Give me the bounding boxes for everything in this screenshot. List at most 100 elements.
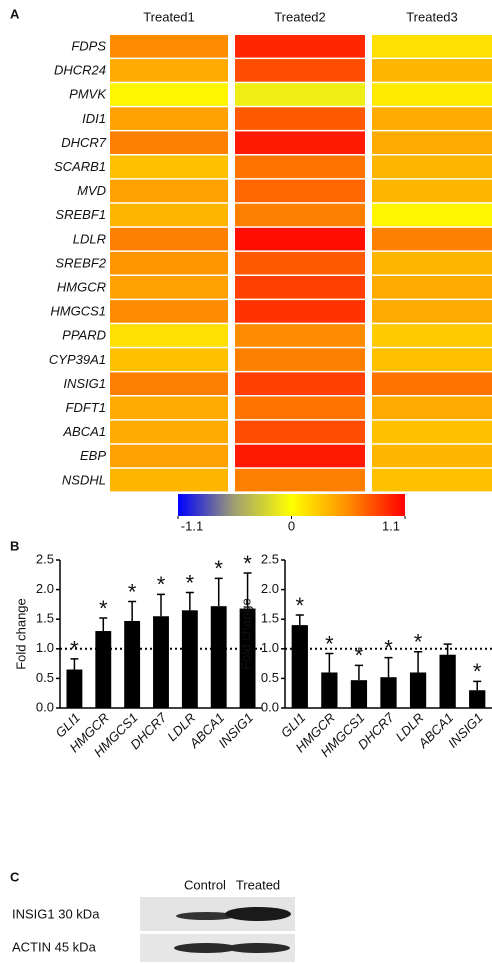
row-label: IDI1 — [82, 111, 106, 126]
heatmap-cell — [235, 324, 365, 347]
heatmap-cell — [372, 107, 492, 130]
significance-star: * — [355, 643, 364, 668]
y-tick-label: 1.5 — [261, 611, 279, 626]
panel-label: C — [10, 869, 20, 884]
blot-row-label: ACTIN 45 kDa — [12, 939, 97, 954]
row-label: NSDHL — [62, 472, 106, 487]
column-label: Treated3 — [406, 9, 458, 24]
row-label: EBP — [80, 448, 106, 463]
y-tick-label: 2.0 — [36, 581, 54, 596]
y-tick-label: 2.5 — [261, 551, 279, 566]
heatmap-cell — [372, 469, 492, 492]
heatmap-cell — [235, 421, 365, 444]
row-label: SREBF2 — [55, 255, 106, 270]
heatmap-cell — [235, 252, 365, 275]
lane-label: Control — [184, 877, 226, 892]
significance-star: * — [414, 630, 423, 655]
bar — [292, 625, 308, 708]
significance-star: * — [296, 593, 305, 618]
bar — [410, 672, 426, 708]
heatmap-cell — [372, 324, 492, 347]
row-label: HMGCR — [57, 279, 106, 294]
lane-label: Treated — [236, 877, 280, 892]
heatmap-cell — [110, 180, 228, 203]
row-label: FDPS — [71, 38, 106, 53]
bar — [124, 621, 140, 708]
row-label: SCARB1 — [54, 159, 106, 174]
blot-band — [225, 907, 291, 921]
row-label: PMVK — [69, 87, 107, 102]
blot-row-label: INSIG1 30 kDa — [12, 906, 100, 921]
heatmap-cell — [372, 35, 492, 58]
colorbar-tick-label: -1.1 — [181, 518, 203, 533]
error-bar — [414, 652, 422, 673]
bar — [469, 690, 485, 708]
error-bar — [128, 601, 136, 621]
error-bar — [157, 594, 165, 616]
heatmap-cell — [372, 59, 492, 82]
bar — [95, 631, 111, 708]
heatmap-cell — [235, 445, 365, 468]
row-label: DHCR7 — [61, 135, 107, 150]
heatmap-cell — [110, 421, 228, 444]
heatmap-cell — [110, 300, 228, 323]
heatmap-cell — [110, 445, 228, 468]
heatmap-cell — [372, 348, 492, 371]
significance-star: * — [473, 659, 482, 684]
heatmap-cell — [235, 348, 365, 371]
heatmap-cell — [235, 83, 365, 106]
heatmap-cell — [110, 107, 228, 130]
heatmap-cell — [372, 204, 492, 227]
heatmap-cell — [372, 156, 492, 179]
heatmap-cell — [110, 59, 228, 82]
significance-star: * — [243, 551, 252, 576]
row-label: CYP39A1 — [49, 352, 106, 367]
error-bar — [325, 654, 333, 673]
error-bar — [384, 658, 392, 678]
row-label: PPARD — [62, 328, 106, 343]
row-label: SREBF1 — [55, 207, 106, 222]
heatmap-cell — [372, 252, 492, 275]
row-label: DHCR24 — [54, 63, 106, 78]
heatmap-cell — [110, 204, 228, 227]
bar — [153, 616, 169, 708]
heatmap-cell — [372, 421, 492, 444]
column-label: Treated1 — [143, 9, 195, 24]
heatmap-cell — [110, 397, 228, 420]
heatmap-cell — [110, 228, 228, 251]
row-label: MVD — [77, 183, 106, 198]
heatmap-cell — [235, 397, 365, 420]
row-label: ABCA1 — [62, 424, 106, 439]
significance-star: * — [186, 570, 195, 595]
bar — [351, 680, 367, 708]
significance-star: * — [214, 556, 223, 581]
figure: A B C Control Treated INSIG1 30 kDa ACTI… — [0, 0, 492, 963]
error-bar — [215, 578, 223, 606]
significance-star: * — [157, 572, 166, 597]
heatmap-cell — [372, 131, 492, 154]
y-tick-label: 1.5 — [36, 611, 54, 626]
heatmap-cell — [235, 372, 365, 395]
heatmap-cell — [235, 228, 365, 251]
y-tick-label: 0.0 — [261, 699, 279, 714]
heatmap-cell — [110, 252, 228, 275]
heatmap-cell — [110, 372, 228, 395]
y-axis-label: Fold change — [238, 598, 253, 670]
heatmap-cell — [372, 445, 492, 468]
heatmap-cell — [110, 83, 228, 106]
heatmap-cell — [235, 156, 365, 179]
bar — [182, 610, 198, 708]
heatmap-cell — [235, 204, 365, 227]
y-tick-label: 0.5 — [261, 670, 279, 685]
heatmap-cell — [235, 300, 365, 323]
heatmap-cell — [110, 348, 228, 371]
bar — [211, 606, 227, 708]
heatmap-cell — [235, 276, 365, 299]
colorbar-tick-label: 0 — [288, 518, 295, 533]
heatmap-cell — [110, 324, 228, 347]
heatmap-cell — [372, 276, 492, 299]
colorbar-tick-label: 1.1 — [382, 518, 400, 533]
heatmap-cell — [372, 180, 492, 203]
y-tick-label: 1.0 — [261, 640, 279, 655]
y-axis-label: Fold change — [13, 598, 28, 670]
